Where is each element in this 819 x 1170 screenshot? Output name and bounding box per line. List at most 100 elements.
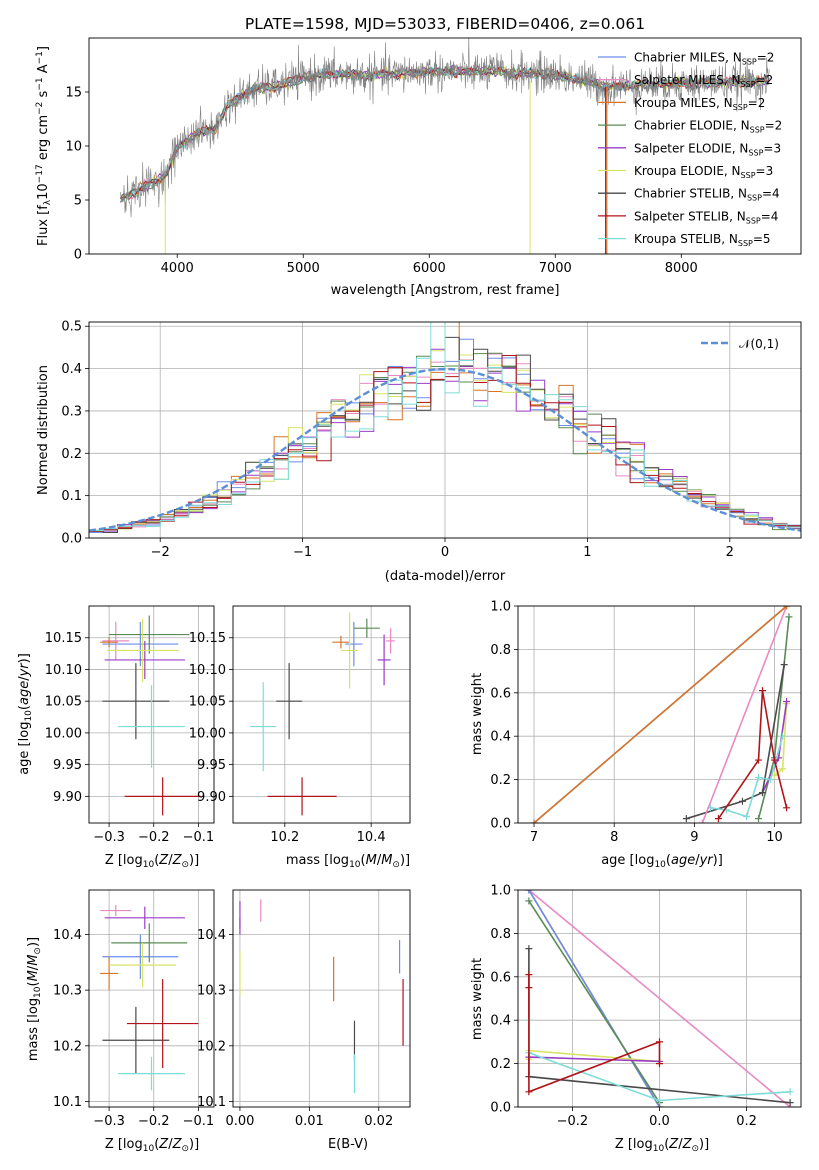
mwAge-marker-5-1 bbox=[755, 756, 763, 764]
residuals-frame bbox=[88, 321, 802, 539]
residuals-xtick-label-2: 0 bbox=[441, 545, 449, 560]
mwAge-ytick-label-5: 1.0 bbox=[490, 600, 511, 615]
ageZ-point-5 bbox=[106, 618, 179, 683]
residuals-histograms bbox=[89, 322, 801, 534]
mwZ-ytick-label-2: 0.4 bbox=[490, 1014, 511, 1029]
mass-vs-Z-panel: −0.3 −0.2 −0.1 10.1 10.2 10.3 10.4 bbox=[53, 889, 215, 1129]
residuals-ytick-label-1: 0.1 bbox=[61, 489, 82, 504]
massZ-point-8 bbox=[118, 1056, 185, 1091]
ageZ-xtick-label-1: −0.2 bbox=[138, 830, 170, 845]
mwAge-marker-2-2 bbox=[783, 697, 791, 705]
residuals-panel: −2 −1 0 1 2 0.0 0.1 0.2 0.3 0.4 0.5 bbox=[61, 320, 802, 560]
spectrum-frame bbox=[88, 37, 802, 255]
ageMass-xlabel: mass [log10(M/M⊙)] bbox=[286, 853, 410, 870]
mwAge-marker-4-3 bbox=[755, 773, 763, 781]
mwAge-ytick-label-0: 0.0 bbox=[490, 817, 511, 832]
mwAge-marker-4-5 bbox=[779, 732, 787, 740]
mwAge-marker-5-3 bbox=[771, 756, 779, 764]
mwZ-series-0 bbox=[528, 890, 791, 1107]
mwAge-marker-6-0 bbox=[698, 819, 706, 823]
ageMass-point-5 bbox=[340, 612, 359, 689]
mwAge-ytick-label-4: 0.8 bbox=[490, 643, 511, 658]
mwZ-xlabel: Z [log10(Z/Z⊙)] bbox=[615, 1137, 709, 1154]
ageZ-point-1 bbox=[102, 621, 130, 660]
ageZ-point-0 bbox=[102, 621, 179, 667]
mwZ-marker-2-0 bbox=[525, 890, 533, 894]
mwZ-marker-8-3 bbox=[656, 1038, 663, 1046]
massEbv-ytick-label-3: 10.4 bbox=[197, 928, 226, 943]
ageZ-xtick-label-2: −0.1 bbox=[183, 830, 215, 845]
ageZ-ytick-label-5: 10.15 bbox=[45, 631, 82, 646]
mwZ-marker-3-0 bbox=[525, 897, 533, 905]
mass-vs-EBV-panel: 0.00 0.01 0.02 10.1 10.2 10.3 10.4 bbox=[197, 889, 411, 1129]
mwAge-marker-1-2 bbox=[785, 613, 793, 621]
mwAge-xtick-label-3: 10 bbox=[766, 830, 783, 845]
massZ-xtick-label-0: −0.3 bbox=[93, 1114, 125, 1129]
ageMass-point-4 bbox=[377, 634, 391, 686]
ageZ-frame bbox=[88, 605, 215, 824]
residuals-ylabel: Normed distribution bbox=[36, 365, 51, 495]
residuals-xtick-label-0: −2 bbox=[151, 545, 170, 560]
massZ-point-7 bbox=[126, 979, 199, 1069]
residuals-ytick-label-0: 0.0 bbox=[61, 532, 82, 547]
mwZ-marker-8-2 bbox=[525, 1088, 533, 1096]
ageZ-xtick-label-0: −0.3 bbox=[93, 830, 125, 845]
massEbv-xlabel: E(B-V) bbox=[328, 1137, 368, 1152]
mwZ-xtick-label-0: −0.2 bbox=[557, 1114, 589, 1129]
ageZ-ytick-label-2: 10.00 bbox=[45, 726, 82, 741]
mwAge-series-6 bbox=[701, 606, 788, 823]
spectrum-legend-label-2: Kroupa MILES, NSSP=2 bbox=[634, 96, 765, 112]
ageZ-ytick-label-0: 9.90 bbox=[53, 790, 82, 805]
mwAge-marker-5-2 bbox=[759, 687, 767, 695]
massEbv-points bbox=[239, 899, 404, 1094]
mwZ-frame bbox=[517, 889, 802, 1108]
mwAge-marker-8-0 bbox=[530, 819, 538, 823]
figure-title: PLATE=1598, MJD=53033, FIBERID=0406, z=0… bbox=[245, 15, 645, 33]
massZ-xtick-label-1: −0.2 bbox=[138, 1114, 170, 1129]
mwAge-marker-3-0 bbox=[682, 815, 690, 823]
mwAge-marker-1-0 bbox=[755, 815, 763, 823]
massZ-ytick-label-3: 10.4 bbox=[53, 928, 82, 943]
residuals-ytick-label-2: 0.2 bbox=[61, 447, 82, 462]
residuals-ytick-label-3: 0.3 bbox=[61, 404, 82, 419]
ageMass-xtick-label-1: 10.4 bbox=[357, 830, 386, 845]
residuals-xtick-label-3: 1 bbox=[583, 545, 591, 560]
spectrum-legend-label-0: Chabrier MILES, NSSP=2 bbox=[634, 51, 774, 67]
mwAge-xtick-label-1: 8 bbox=[610, 830, 618, 845]
ageZ-point-8 bbox=[118, 685, 185, 768]
spectrum-xtick-label-3: 7000 bbox=[539, 261, 572, 276]
ageZ-points bbox=[100, 615, 201, 816]
mwZ-marker-6-0 bbox=[525, 945, 533, 953]
spectrum-ytick-label-2: 10 bbox=[65, 140, 82, 155]
mwZ-marker-6-2 bbox=[786, 1099, 794, 1107]
massZ-point-1 bbox=[100, 905, 132, 917]
massEbv-frame bbox=[232, 889, 411, 1108]
ageMass-ytick-label-3: 10.05 bbox=[189, 695, 226, 710]
massZ-frame bbox=[88, 889, 215, 1108]
mwZ-xtick-label-1: 0.0 bbox=[649, 1114, 670, 1129]
spectrum-legend-label-7: Salpeter STELIB, NSSP=4 bbox=[634, 209, 778, 225]
massEbv-ytick-label-0: 10.1 bbox=[197, 1095, 226, 1110]
massEbv-ytick-label-2: 10.3 bbox=[197, 984, 226, 999]
spectrum-legend-label-1: Salpeter MILES, NSSP=2 bbox=[634, 73, 773, 89]
mwAge-xlabel: age [log10(age/yr)] bbox=[601, 853, 723, 870]
ageMass-ytick-label-2: 10.00 bbox=[189, 726, 226, 741]
ageZ-point-4 bbox=[104, 640, 185, 679]
spectrum-xtick-label-0: 4000 bbox=[161, 261, 194, 276]
residuals-xlabel: (data-model)/error bbox=[385, 569, 506, 584]
gaussian-legend-label: 𝒩(0,1) bbox=[739, 337, 779, 351]
mwZ-series-5 bbox=[528, 1056, 660, 1063]
spectrum-legend: Chabrier MILES, NSSP=2 Salpeter MILES, NS… bbox=[598, 51, 782, 248]
spectrum-ytick-label-3: 15 bbox=[65, 86, 82, 101]
massEbv-xtick-label-0: 0.00 bbox=[225, 1114, 254, 1129]
residuals-gaussian-curve bbox=[89, 367, 801, 532]
residuals-xtick-label-4: 2 bbox=[726, 545, 734, 560]
massZ-points bbox=[100, 905, 199, 1091]
ageMass-ytick-label-0: 9.90 bbox=[197, 790, 226, 805]
mwAge-marker-3-1 bbox=[738, 797, 746, 805]
massEbv-ytick-label-1: 10.2 bbox=[197, 1039, 226, 1054]
mwAge-ytick-label-2: 0.4 bbox=[490, 730, 511, 745]
mwZ-xtick-label-2: 0.2 bbox=[736, 1114, 757, 1129]
mwAge-marker-3-2 bbox=[759, 789, 767, 797]
